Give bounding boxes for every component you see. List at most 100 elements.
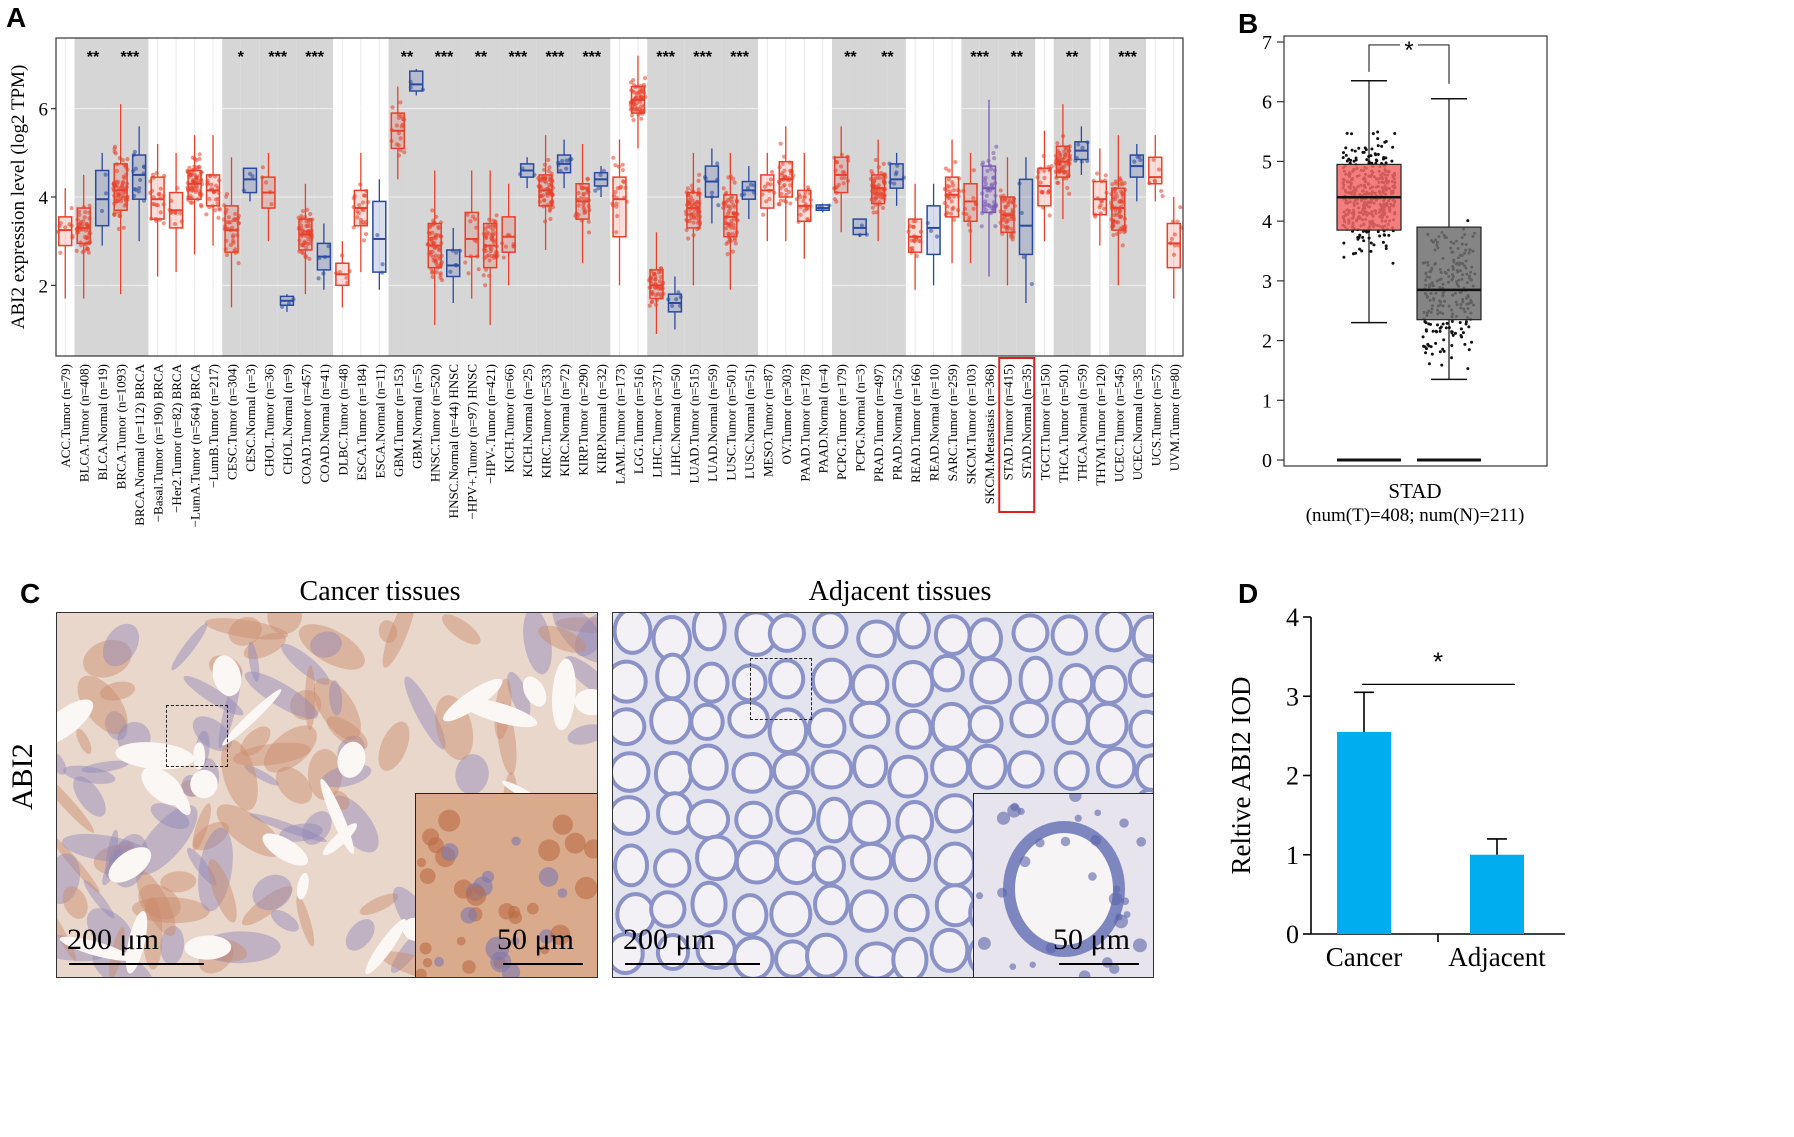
data-point (80, 227, 85, 232)
data-point (689, 205, 694, 210)
data-point (1065, 185, 1070, 191)
data-point (1342, 151, 1346, 155)
data-point (1120, 243, 1125, 248)
data-point (306, 219, 312, 225)
data-point (116, 180, 121, 185)
data-point (877, 200, 882, 205)
data-point (389, 138, 394, 144)
data-point (231, 217, 236, 223)
data-point (783, 174, 788, 179)
data-point (993, 224, 998, 229)
data-point (1376, 152, 1380, 156)
data-point (1047, 189, 1052, 194)
data-point (1456, 284, 1460, 288)
data-point (223, 226, 228, 231)
data-point (1436, 308, 1440, 312)
data-point (232, 216, 237, 222)
data-point (1392, 218, 1396, 222)
data-point (76, 225, 81, 230)
data-point (80, 222, 85, 227)
data-point (1430, 266, 1434, 270)
data-point (638, 104, 643, 109)
data-point (142, 164, 147, 170)
data-point (199, 178, 204, 183)
data-point (1366, 200, 1370, 204)
data-point (637, 95, 642, 100)
data-point (637, 90, 642, 95)
data-point (730, 249, 736, 254)
data-point (689, 212, 694, 217)
data-point (1341, 223, 1345, 227)
tissue-stain (100, 681, 136, 701)
adjacent-inset (973, 793, 1153, 977)
tissue-stain (57, 772, 95, 833)
data-point (1010, 200, 1015, 205)
data-point (1378, 196, 1382, 200)
data-point (695, 199, 700, 205)
data-point (1099, 198, 1104, 203)
data-point (728, 174, 734, 179)
scale-bar-50 (1059, 963, 1139, 965)
data-point (188, 183, 193, 189)
data-point (490, 236, 495, 241)
data-point (569, 157, 574, 162)
data-point (724, 190, 729, 195)
gland (1009, 699, 1049, 739)
data-point (726, 231, 731, 237)
data-point (85, 236, 91, 241)
data-point (947, 191, 952, 196)
data-point (224, 252, 229, 258)
data-point (1422, 310, 1426, 314)
data-point (87, 216, 92, 221)
data-point (215, 185, 221, 191)
data-point (1118, 229, 1123, 234)
data-point (1393, 210, 1397, 214)
data-point (916, 238, 921, 243)
data-point (620, 162, 625, 167)
data-point (1095, 171, 1100, 176)
data-point (550, 192, 555, 197)
data-point (433, 257, 438, 262)
data-point (1342, 218, 1346, 222)
data-point (1455, 280, 1459, 284)
data-point (1388, 207, 1392, 211)
data-point (872, 179, 877, 184)
data-point (805, 185, 811, 190)
data-point (764, 199, 769, 204)
data-point (564, 158, 569, 163)
gland (891, 834, 932, 883)
cell-nucleus (419, 868, 436, 885)
data-point (640, 95, 646, 100)
data-point (547, 204, 552, 209)
data-point (236, 220, 241, 226)
data-point (438, 234, 443, 239)
data-point (992, 203, 997, 209)
gland (775, 790, 817, 835)
data-point (1061, 170, 1067, 175)
data-point (696, 190, 701, 196)
data-point (430, 243, 435, 248)
significance-marker: *** (268, 49, 287, 66)
data-point (914, 235, 919, 240)
data-point (1384, 156, 1388, 160)
data-point (199, 182, 205, 187)
data-point (112, 180, 117, 185)
data-point (1171, 252, 1177, 257)
data-point (1378, 215, 1382, 219)
data-point (366, 199, 371, 205)
data-point (487, 217, 492, 222)
data-point (1366, 200, 1370, 204)
data-point (1355, 174, 1359, 178)
data-point (1367, 236, 1371, 240)
data-point (1085, 158, 1090, 164)
data-point (1367, 229, 1371, 233)
data-point (490, 234, 495, 239)
data-point (120, 180, 125, 185)
data-point (725, 252, 730, 257)
data-point (691, 214, 697, 219)
data-point (1363, 203, 1367, 207)
data-point (1355, 197, 1359, 201)
data-point (1374, 195, 1378, 199)
data-point (991, 175, 996, 180)
data-point (1151, 157, 1156, 162)
